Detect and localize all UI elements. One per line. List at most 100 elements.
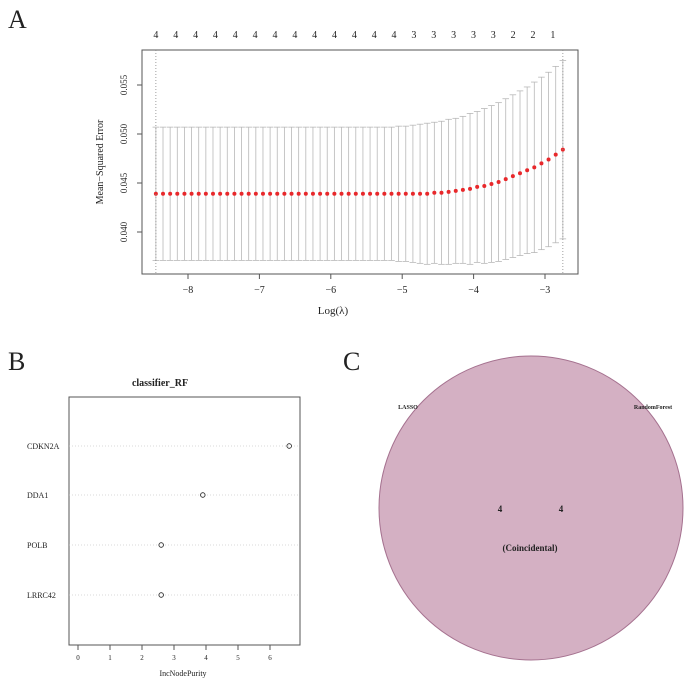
count-lasso: 4 — [498, 504, 503, 514]
top-nonzero-count: 4 — [173, 30, 178, 41]
top-nonzero-count: 3 — [411, 30, 416, 41]
top-nonzero-count: 4 — [193, 30, 198, 41]
mse-point — [246, 191, 251, 196]
mse-point — [182, 191, 187, 196]
mse-point — [389, 191, 394, 196]
top-nonzero-count: 4 — [272, 30, 277, 41]
mse-point — [189, 191, 194, 196]
mse-point — [503, 177, 508, 182]
top-nonzero-count: 2 — [531, 30, 536, 41]
mse-point — [510, 174, 515, 179]
category-label: DDA1 — [27, 491, 48, 500]
top-nonzero-count: 3 — [471, 30, 476, 41]
top-nonzero-count: 4 — [352, 30, 357, 41]
x-tick-label: 0 — [76, 654, 80, 662]
mse-point — [203, 191, 208, 196]
mse-point — [275, 191, 280, 196]
mse-point — [403, 191, 408, 196]
mse-point — [339, 191, 344, 196]
mse-point — [153, 191, 158, 196]
venn-diagram: LASSO RandomForest 4 4 (Coincidental) — [378, 355, 684, 661]
mse-point — [382, 191, 387, 196]
mse-point — [346, 191, 351, 196]
mse-point — [260, 191, 265, 196]
x-tick-label: −7 — [254, 285, 265, 296]
mse-point — [253, 191, 258, 196]
set-label-randomforest: RandomForest — [634, 405, 672, 411]
mse-point — [161, 191, 166, 196]
panel-label-a: A — [8, 5, 27, 34]
importance-point — [158, 592, 164, 598]
mse-point — [446, 189, 451, 194]
mse-point — [539, 161, 544, 166]
y-tick-label: 0.045 — [119, 172, 129, 193]
mse-point — [425, 191, 430, 196]
x-tick-label: −3 — [540, 285, 551, 296]
mse-point — [303, 191, 308, 196]
overlap-label: (Coincidental) — [503, 543, 558, 553]
x-tick-label: 4 — [204, 654, 208, 662]
mse-point — [518, 171, 523, 176]
top-nonzero-count: 4 — [332, 30, 337, 41]
mse-point — [296, 191, 301, 196]
mse-point — [175, 191, 180, 196]
mse-point — [460, 187, 465, 192]
mse-point — [525, 168, 530, 173]
x-tick-label: 6 — [268, 654, 272, 662]
mse-point — [439, 190, 444, 195]
mse-point — [475, 184, 480, 189]
mse-point — [168, 191, 173, 196]
plot-frame — [68, 396, 301, 646]
top-nonzero-count: 2 — [511, 30, 516, 41]
y-axis-label: Mean−Squared Error — [95, 119, 106, 204]
mse-point — [418, 191, 423, 196]
mse-point — [218, 191, 223, 196]
mse-point — [225, 191, 230, 196]
x-axis-label: Log(λ) — [318, 305, 349, 317]
mse-point — [468, 186, 473, 191]
category-label: CDKN2A — [27, 442, 60, 451]
mse-point — [196, 191, 201, 196]
mse-point — [289, 191, 294, 196]
mse-point — [268, 191, 273, 196]
x-tick-label: 3 — [172, 654, 176, 662]
top-nonzero-count: 4 — [292, 30, 297, 41]
count-randomforest: 4 — [559, 504, 564, 514]
mse-point — [360, 191, 365, 196]
x-tick-label: 1 — [108, 654, 112, 662]
top-nonzero-count: 4 — [233, 30, 238, 41]
top-nonzero-count: 4 — [312, 30, 317, 41]
panel-label-c: C — [343, 347, 360, 376]
x-tick-label: −8 — [183, 285, 194, 296]
mse-point — [368, 191, 373, 196]
category-label: POLB — [27, 541, 47, 550]
x-tick-label: −5 — [397, 285, 408, 296]
top-nonzero-count: 3 — [491, 30, 496, 41]
mse-point — [282, 191, 287, 196]
importance-point — [200, 492, 206, 498]
importance-point — [286, 443, 292, 449]
mse-point — [532, 165, 537, 170]
x-tick-label: 5 — [236, 654, 240, 662]
plot-frame — [141, 49, 579, 275]
axes: −8 −7 −6 −5 −4 −3 0.040 0.045 0.050 0.055 4 4 4 4 4 4 4 4… — [119, 30, 564, 296]
y-tick-label: 0.055 — [119, 74, 129, 95]
mse-point — [496, 180, 501, 185]
y-tick-label: 0.050 — [119, 123, 129, 144]
mse-point — [232, 191, 237, 196]
mse-point — [396, 191, 401, 196]
error-bars — [152, 60, 567, 265]
mse-point — [489, 181, 494, 186]
importance-points: CDKN2A DDA1 POLB LRRC42 0 1 2 3 4 5 6 — [27, 442, 300, 662]
importance-point — [158, 542, 164, 548]
x-axis-label: IncNodePurity — [159, 669, 206, 678]
mse-point — [453, 188, 458, 193]
mse-point — [482, 183, 487, 188]
top-nonzero-count: 4 — [153, 30, 158, 41]
top-nonzero-count: 4 — [392, 30, 397, 41]
mse-point — [353, 191, 358, 196]
top-nonzero-count: 3 — [431, 30, 436, 41]
mse-point — [553, 152, 558, 157]
mse-point — [332, 191, 337, 196]
